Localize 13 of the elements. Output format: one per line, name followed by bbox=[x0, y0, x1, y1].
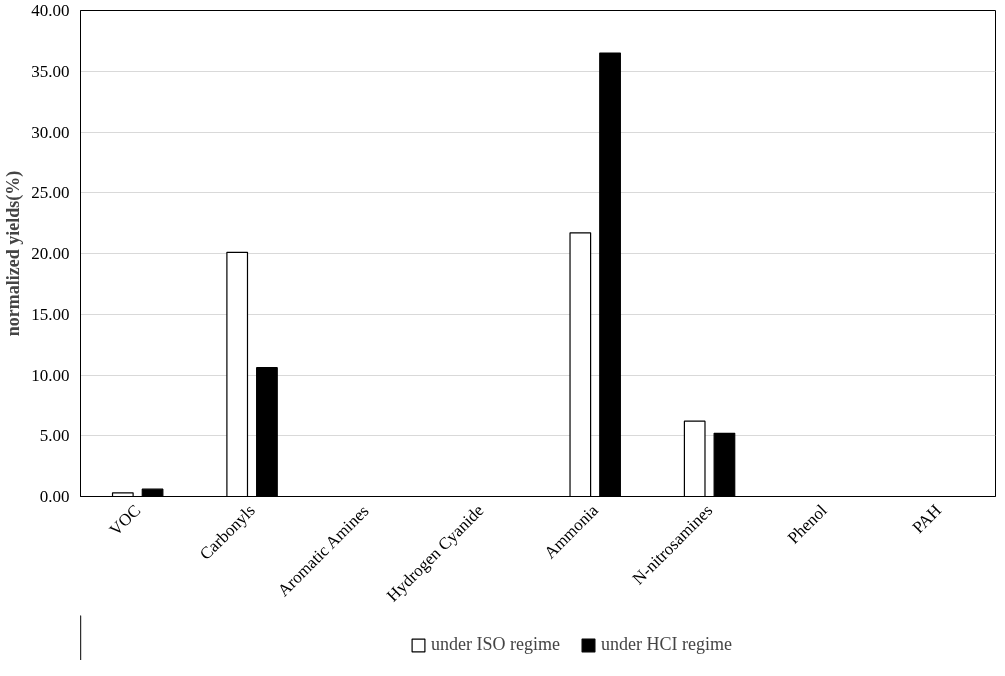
y-axis-title: normalized yields(%) bbox=[3, 170, 25, 337]
y-tick-label: 40.00 bbox=[31, 1, 70, 20]
legend-label: under HCI regime bbox=[600, 634, 732, 655]
y-tick-label: 5.00 bbox=[39, 426, 70, 446]
y-tick-label: 20.00 bbox=[31, 244, 70, 263]
legend-label: under ISO regime bbox=[431, 634, 560, 655]
y-tick-label: 10.00 bbox=[31, 365, 70, 385]
y-tick-label: 25.00 bbox=[31, 183, 70, 203]
y-tick-label: 0.00 bbox=[39, 487, 70, 506]
y-tick-label: 35.00 bbox=[31, 61, 70, 81]
x-tick-label: VOC bbox=[105, 500, 145, 540]
y-tick-label: 30.00 bbox=[31, 122, 70, 142]
y-tick-label: 15.00 bbox=[31, 304, 70, 324]
